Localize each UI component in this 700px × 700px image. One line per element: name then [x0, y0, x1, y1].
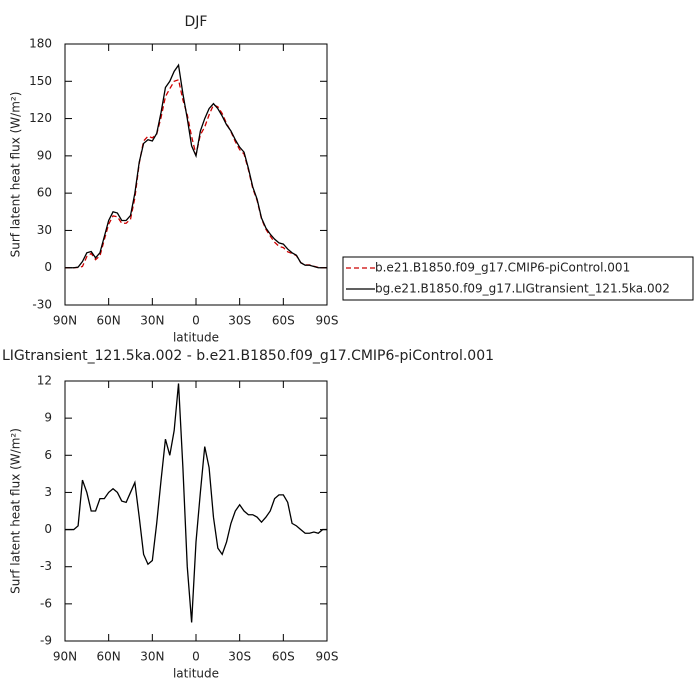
y-tick-label: -30 [32, 298, 52, 312]
x-tick-label: 30S [228, 314, 251, 328]
x-axis-label: latitude [173, 667, 219, 681]
x-tick-label: 90N [53, 650, 77, 664]
x-tick-label: 30N [140, 650, 164, 664]
y-tick-label: 180 [29, 37, 52, 51]
legend-label: b.e21.B1850.f09_g17.CMIP6-piControl.001 [375, 261, 630, 275]
data-line [65, 63, 327, 269]
x-tick-label: 60S [272, 650, 295, 664]
x-axis-label: latitude [173, 331, 219, 345]
plot-frame [64, 43, 328, 306]
y-axis-label: Surf latent heat flux (W/m²) [9, 428, 23, 594]
y-axis-label: Surf latent heat flux (W/m²) [9, 92, 23, 258]
chart-title: LIGtransient_121.5ka.002 - b.e21.B1850.f… [2, 348, 494, 364]
y-tick-label: 90 [37, 148, 52, 162]
y-tick-label: 3 [44, 485, 52, 499]
y-tick-label: 120 [29, 111, 52, 125]
y-tick-label: 0 [44, 522, 52, 536]
x-tick-label: 30S [228, 650, 251, 664]
y-tick-label: 9 [44, 411, 52, 425]
y-tick-label: 150 [29, 74, 52, 88]
x-tick-label: 90S [316, 650, 339, 664]
x-tick-label: 60N [97, 650, 121, 664]
y-tick-label: -6 [40, 596, 52, 610]
x-tick-label: 0 [192, 650, 200, 664]
y-tick-label: -3 [40, 559, 52, 573]
data-line [65, 383, 327, 623]
x-tick-label: 0 [192, 314, 200, 328]
x-tick-label: 90N [53, 314, 77, 328]
y-tick-label: -9 [40, 634, 52, 648]
y-tick-label: 12 [37, 374, 52, 388]
data-line [65, 78, 327, 269]
plot-frame [64, 380, 328, 642]
chart-title: DJF [185, 14, 208, 30]
y-tick-label: 0 [44, 260, 52, 274]
x-tick-label: 30N [140, 314, 164, 328]
x-tick-label: 90S [316, 314, 339, 328]
y-tick-label: 6 [44, 448, 52, 462]
legend-label: bg.e21.B1850.f09_g17.LIGtransient_121.5k… [375, 282, 670, 296]
legend-box [342, 256, 694, 301]
y-tick-label: 60 [37, 186, 52, 200]
x-tick-label: 60S [272, 314, 295, 328]
y-tick-label: 30 [37, 223, 52, 237]
x-tick-label: 60N [97, 314, 121, 328]
